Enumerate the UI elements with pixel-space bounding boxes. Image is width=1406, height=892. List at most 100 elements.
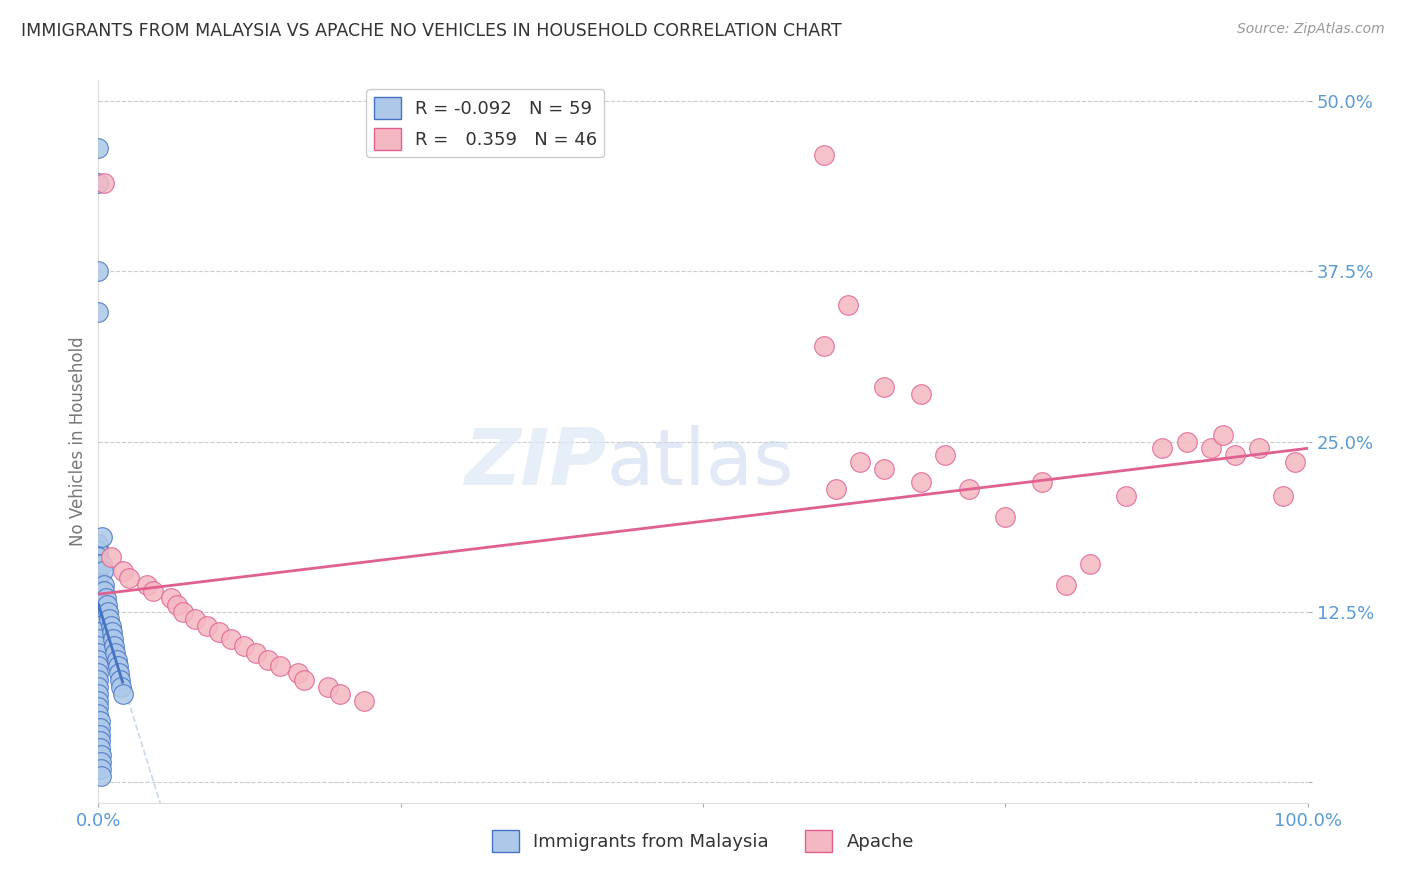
Point <box>166 598 188 612</box>
Point <box>107 659 129 673</box>
Point <box>87 680 110 694</box>
Point <box>87 639 110 653</box>
Point <box>1115 489 1137 503</box>
Point <box>87 543 110 558</box>
Point <box>87 687 110 701</box>
Point <box>849 455 872 469</box>
Point <box>100 625 122 640</box>
Point <box>1249 442 1271 456</box>
Text: Source: ZipAtlas.com: Source: ZipAtlas.com <box>1237 22 1385 37</box>
Point <box>87 176 110 190</box>
Text: ZIP: ZIP <box>464 425 606 501</box>
Point <box>100 550 122 565</box>
Point <box>94 591 117 606</box>
Point <box>93 577 115 591</box>
Point <box>172 605 194 619</box>
Point <box>353 693 375 707</box>
Point <box>232 639 254 653</box>
Point <box>813 148 835 162</box>
Point <box>195 618 218 632</box>
Point <box>87 564 110 578</box>
Point <box>142 584 165 599</box>
Point <box>221 632 243 647</box>
Point <box>1199 442 1222 456</box>
Point <box>1078 558 1101 572</box>
Point <box>1212 427 1234 442</box>
Point <box>90 755 112 769</box>
Point <box>87 625 110 640</box>
Point <box>256 653 278 667</box>
Point <box>91 558 114 572</box>
Point <box>110 680 132 694</box>
Point <box>87 666 110 681</box>
Point <box>245 646 267 660</box>
Point <box>87 632 110 647</box>
Point <box>96 598 118 612</box>
Point <box>98 612 121 626</box>
Point <box>837 298 859 312</box>
Point <box>87 305 110 319</box>
Point <box>1152 442 1174 456</box>
Point <box>87 577 110 591</box>
Point <box>111 687 134 701</box>
Point <box>825 482 848 496</box>
Point <box>934 448 956 462</box>
Point <box>87 558 110 572</box>
Point <box>101 632 124 647</box>
Point <box>118 571 141 585</box>
Point <box>103 639 125 653</box>
Point <box>93 176 115 190</box>
Point <box>90 762 112 776</box>
Point <box>87 653 110 667</box>
Point <box>105 653 128 667</box>
Point <box>1175 434 1198 449</box>
Point <box>1284 455 1306 469</box>
Point <box>89 734 111 748</box>
Point <box>1054 577 1077 591</box>
Point <box>873 462 896 476</box>
Point <box>184 612 207 626</box>
Point <box>87 571 110 585</box>
Point <box>208 625 231 640</box>
Point <box>1031 475 1053 490</box>
Point <box>87 693 110 707</box>
Point <box>316 680 339 694</box>
Point <box>910 475 932 490</box>
Point <box>108 666 131 681</box>
Point <box>873 380 896 394</box>
Point <box>104 646 127 660</box>
Y-axis label: No Vehicles in Household: No Vehicles in Household <box>69 336 87 547</box>
Point <box>87 591 110 606</box>
Point <box>135 577 157 591</box>
Point <box>97 605 120 619</box>
Point <box>269 659 291 673</box>
Point <box>1223 448 1246 462</box>
Point <box>89 728 111 742</box>
Point <box>87 673 110 687</box>
Text: IMMIGRANTS FROM MALAYSIA VS APACHE NO VEHICLES IN HOUSEHOLD CORRELATION CHART: IMMIGRANTS FROM MALAYSIA VS APACHE NO VE… <box>21 22 842 40</box>
Point <box>91 530 114 544</box>
Point <box>90 748 112 763</box>
Point <box>89 721 111 735</box>
Point <box>329 687 352 701</box>
Point <box>87 264 110 278</box>
Point <box>87 659 110 673</box>
Point <box>292 673 315 687</box>
Point <box>89 741 111 756</box>
Point <box>87 612 110 626</box>
Point <box>87 605 110 619</box>
Point <box>910 387 932 401</box>
Point <box>87 598 110 612</box>
Point <box>90 768 112 782</box>
Point <box>108 673 131 687</box>
Point <box>87 584 110 599</box>
Point <box>111 564 134 578</box>
Point <box>994 509 1017 524</box>
Point <box>100 618 122 632</box>
Point <box>87 646 110 660</box>
Legend: Immigrants from Malaysia, Apache: Immigrants from Malaysia, Apache <box>485 822 921 859</box>
Point <box>957 482 980 496</box>
Point <box>160 591 183 606</box>
Point <box>87 618 110 632</box>
Point <box>87 707 110 722</box>
